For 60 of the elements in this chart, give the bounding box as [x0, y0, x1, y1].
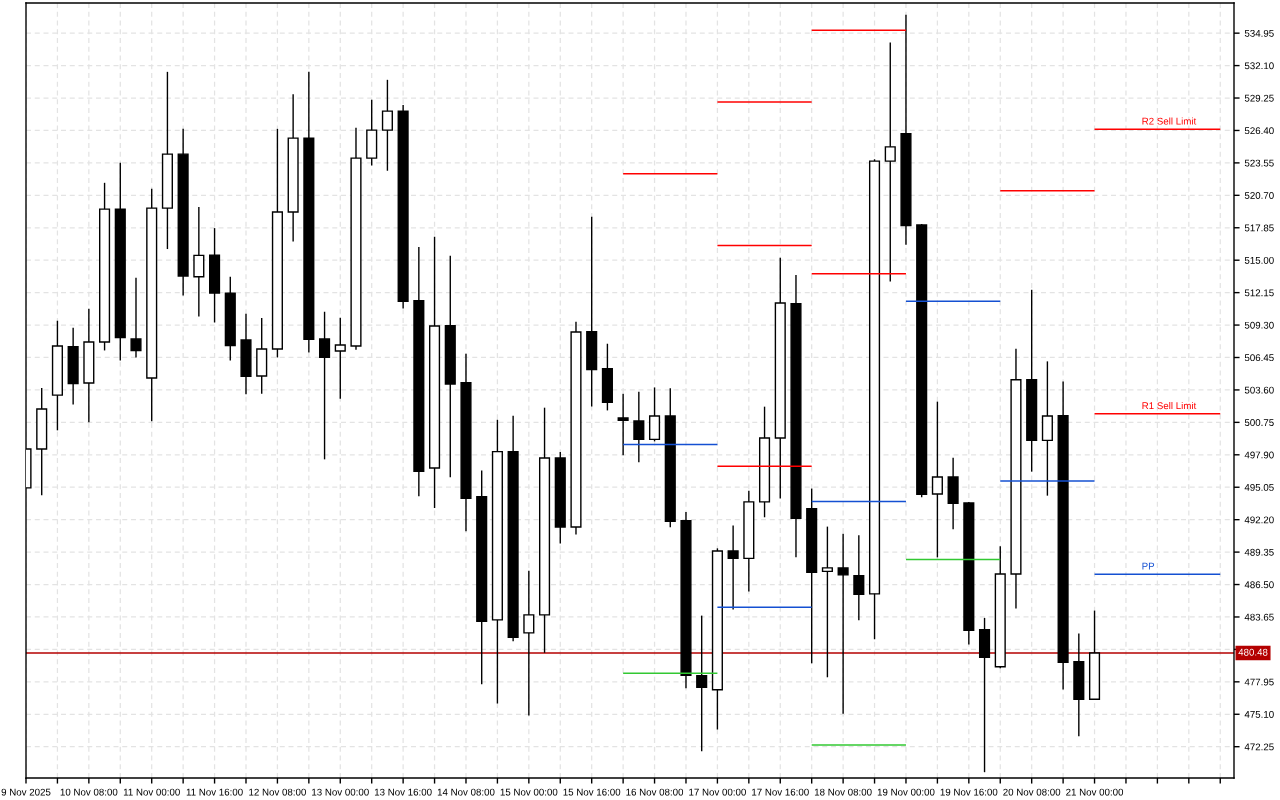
x-tick-label: 13 Nov 16:00: [374, 788, 432, 796]
candlestick: [381, 79, 393, 172]
candlestick: [821, 525, 833, 678]
y-tick-label: 520.70: [1244, 192, 1274, 199]
x-tick-label: 14 Nov 08:00: [437, 788, 495, 796]
series-label: R1 Sell Limit: [1142, 401, 1197, 410]
x-tick-label: 13 Nov 00:00: [312, 788, 369, 796]
candlestick: [696, 614, 708, 752]
y-tick-label: 483.65: [1244, 613, 1274, 621]
candlestick: [931, 400, 943, 559]
y-tick-label: 495.05: [1244, 483, 1274, 491]
y-tick-label: 534.95: [1244, 29, 1274, 37]
x-tick-label: 17 Nov 00:00: [689, 788, 746, 796]
y-tick-label: 523.55: [1244, 159, 1274, 167]
candlestick: [837, 532, 849, 715]
candlestick: [853, 534, 865, 621]
y-tick-label: 515.00: [1244, 256, 1274, 264]
x-tick-label: 9 Nov 2025: [1, 788, 51, 796]
candlestick: [648, 386, 661, 443]
y-tick-label: 509.30: [1244, 321, 1274, 329]
candlestick: [523, 569, 535, 717]
x-tick-label: 10 Nov 08:00: [60, 788, 118, 796]
y-tick-label: 475.10: [1244, 711, 1274, 718]
y-tick-label: 492.20: [1244, 516, 1274, 524]
x-tick-label: 17 Nov 16:00: [752, 788, 809, 796]
x-tick-label: 19 Nov 16:00: [940, 788, 998, 796]
series-label: PP: [1142, 562, 1155, 570]
y-tick-label: 506.45: [1244, 354, 1274, 362]
y-tick-label: 477.95: [1244, 678, 1274, 686]
y-tick-label: 517.85: [1244, 224, 1274, 232]
candlestick: [727, 524, 739, 611]
y-tick-label: 472.25: [1244, 743, 1274, 751]
x-tick-label: 16 Nov 08:00: [626, 788, 684, 796]
series-label: R2 Sell Limit: [1142, 117, 1197, 125]
x-tick-label: 15 Nov 16:00: [563, 788, 621, 796]
y-tick-label: 500.75: [1244, 419, 1274, 426]
x-tick-label: 12 Nov 08:00: [249, 788, 306, 796]
x-tick-label: 20 Nov 08:00: [1003, 788, 1061, 796]
y-tick-label: 503.60: [1244, 386, 1274, 394]
candlestick: [884, 41, 896, 283]
y-tick-label: 529.25: [1244, 94, 1274, 102]
candlestick: [334, 317, 346, 400]
candlestick: [318, 311, 331, 461]
y-tick-label: 532.10: [1244, 62, 1274, 70]
candlestick: [130, 277, 142, 359]
y-tick-label: 526.40: [1244, 127, 1274, 135]
x-tick-label: 11 Nov 00:00: [123, 788, 180, 796]
x-tick-label: 11 Nov 16:00: [186, 788, 243, 796]
candlestick: [633, 390, 645, 464]
candlestick: [617, 392, 629, 457]
y-tick-label: 512.15: [1244, 289, 1274, 297]
y-tick-label: 489.35: [1244, 548, 1274, 556]
y-tick-label: 497.90: [1244, 451, 1274, 459]
x-tick-label: 18 Nov 08:00: [814, 788, 872, 796]
candlestick: [193, 206, 205, 318]
x-tick-label: 21 Nov 00:00: [1066, 788, 1124, 796]
ref-line-label: 480.48: [1238, 648, 1268, 656]
x-tick-label: 15 Nov 00:00: [500, 788, 558, 796]
y-tick-label: 486.50: [1244, 581, 1274, 589]
x-tick-label: 19 Nov 00:00: [877, 788, 935, 796]
